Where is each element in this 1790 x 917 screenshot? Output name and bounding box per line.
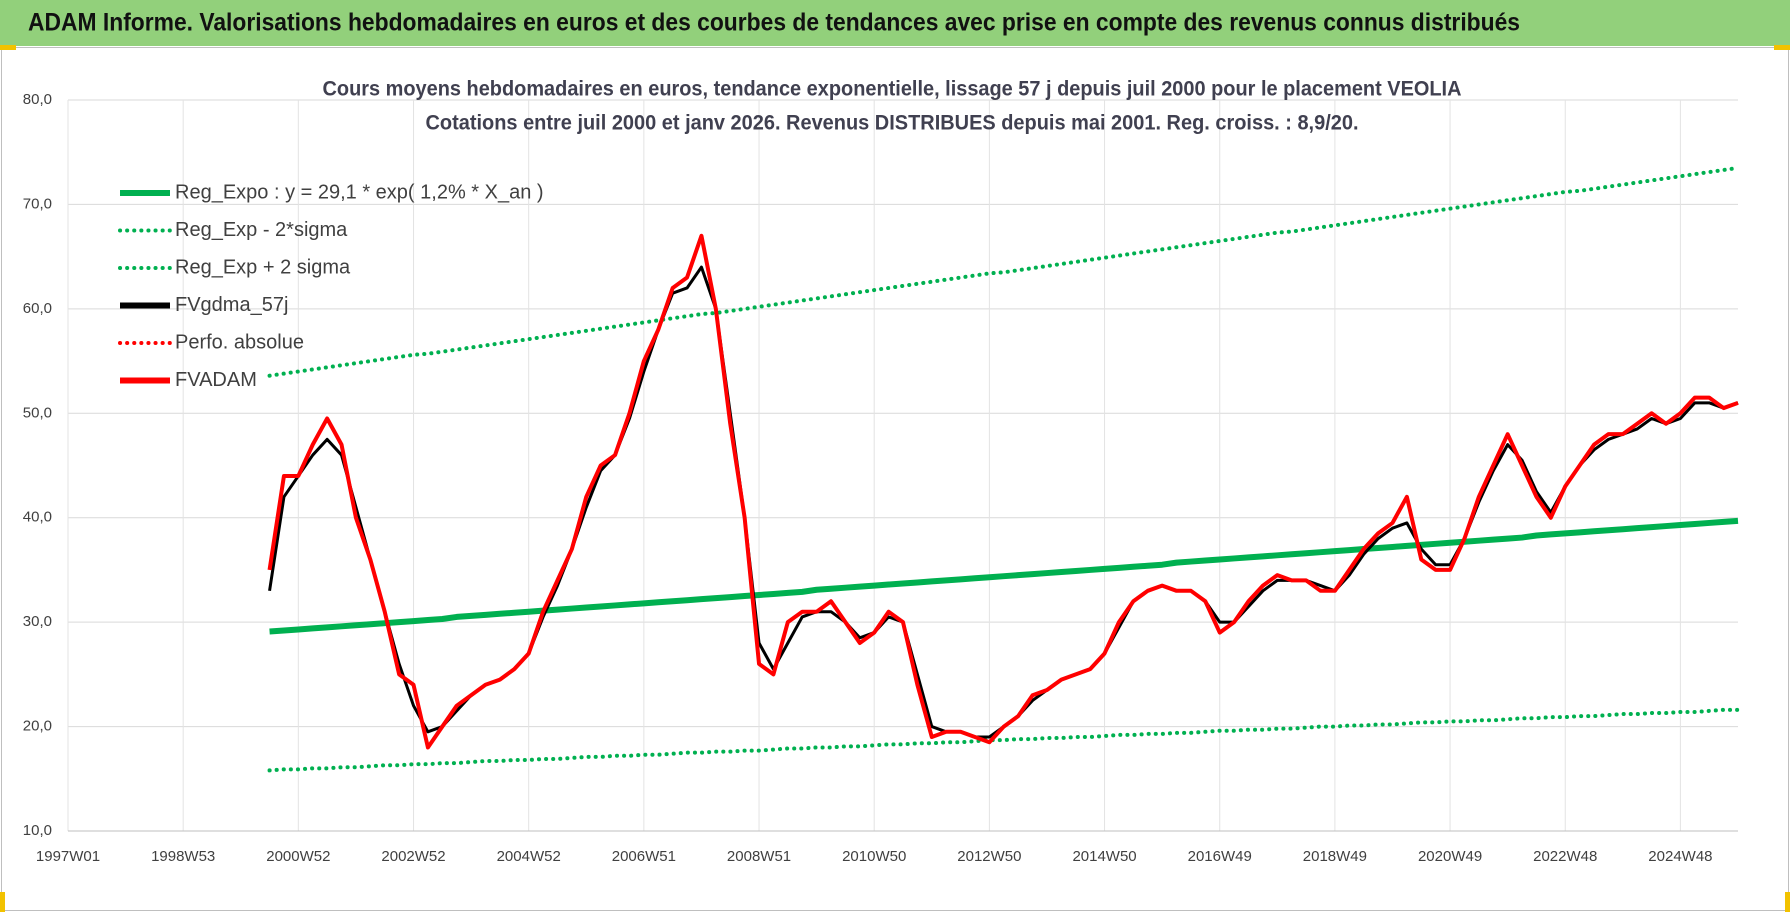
plot-lines [267,165,1740,773]
corner-mark [0,45,16,50]
x-tick-label: 2006W51 [612,848,676,865]
legend-label: FVADAM [175,369,257,391]
y-tick-label: 50,0 [23,404,52,421]
header-bar [0,0,1790,46]
x-tick-label: 2000W52 [266,848,330,865]
x-tick-label: 2010W50 [842,848,906,865]
y-tick-label: 80,0 [23,91,52,108]
x-tick-label: 2012W50 [957,848,1021,865]
x-tick-label: 2016W49 [1188,848,1252,865]
y-tick-label: 20,0 [23,718,52,735]
legend-label: FVgdma_57j [175,294,288,316]
x-tick-label: 2020W49 [1418,848,1482,865]
series-line [267,233,1739,750]
y-tick-label: 40,0 [23,509,52,526]
legend-label: Perfo. absolue [175,331,304,353]
y-tick-label: 60,0 [23,300,52,317]
series-line [269,517,1739,635]
y-tick-label: 10,0 [23,822,52,839]
corner-mark [1785,892,1790,912]
x-tick-label: 2022W48 [1533,848,1597,865]
y-tick-label: 70,0 [23,195,52,212]
legend: Reg_Expo : y = 29,1 * exp( 1,2% * X_an )… [118,181,544,391]
frame [1,47,1789,911]
corner-mark [1774,45,1790,50]
legend-label: Reg_Expo : y = 29,1 * exp( 1,2% * X_an ) [175,181,544,203]
series-line [267,165,1740,378]
x-tick-label: 1997W01 [36,848,100,865]
x-tick-label: 1998W53 [151,848,215,865]
x-tick-label: 2014W50 [1072,848,1136,865]
x-tick-label: 2008W51 [727,848,791,865]
corner-mark [0,892,5,912]
chart-subtitle: Cotations entre juil 2000 et janv 2026. … [426,112,1359,135]
chart-title: Cours moyens hebdomadaires en euros, ten… [323,78,1462,101]
x-tick-label: 2004W52 [497,848,561,865]
legend-label: Reg_Exp - 2*sigma [175,219,348,241]
x-tick-label: 2018W49 [1303,848,1367,865]
legend-label: Reg_Exp + 2 sigma [175,256,351,278]
y-tick-label: 30,0 [23,613,52,630]
header-title: ADAM Informe. Valorisations hebdomadaire… [28,9,1520,37]
x-tick-label: 2024W48 [1648,848,1712,865]
x-tick-label: 2002W52 [381,848,445,865]
